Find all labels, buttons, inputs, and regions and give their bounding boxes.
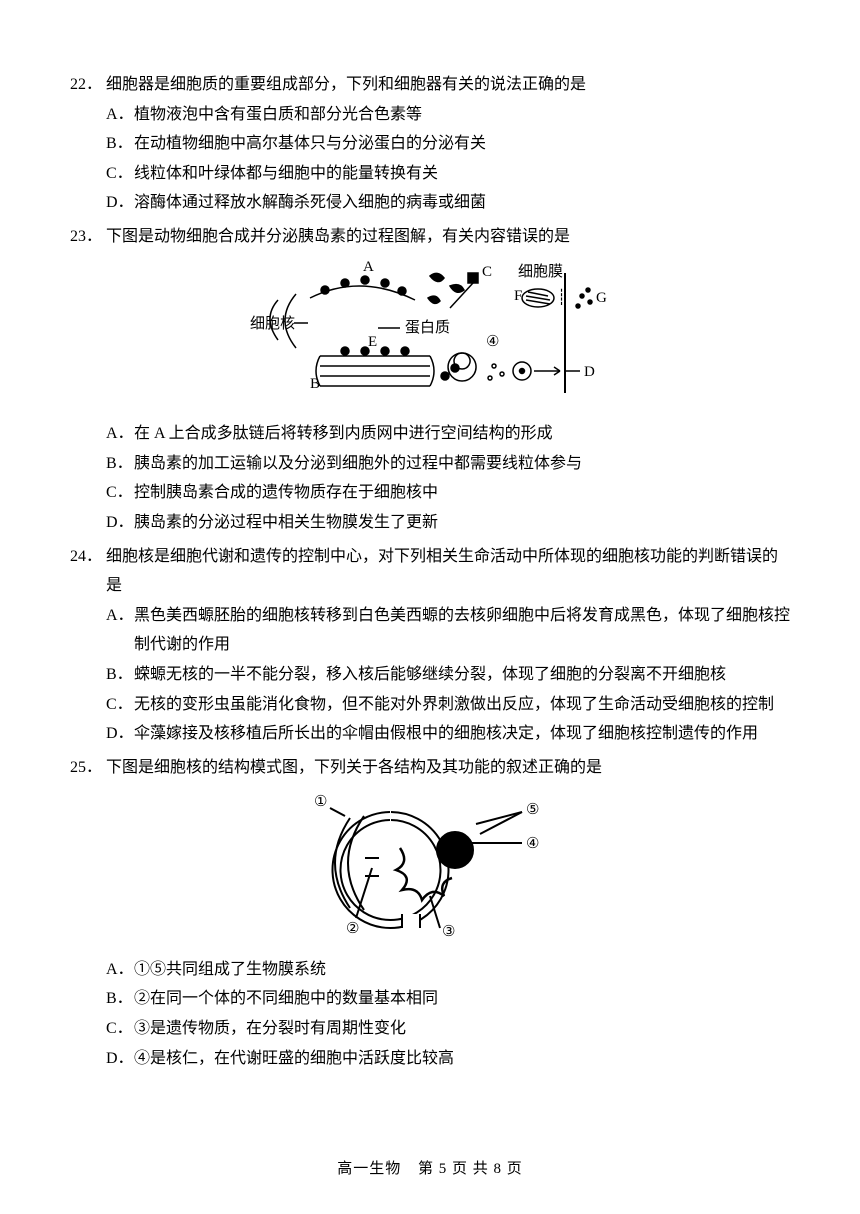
footer-subject: 高一生物 (337, 1161, 401, 1177)
svg-text:④: ④ (526, 836, 539, 852)
q25-option-c: C．③是遗传物质，在分裂时有周期性变化 (106, 1014, 790, 1044)
q22-text: 细胞器是细胞质的重要组成部分，下列和细胞器有关的说法正确的是 (106, 70, 790, 100)
q23-diagram: A B C D E F G 细胞核 蛋白质 细胞膜 ④ ┊ (70, 258, 790, 414)
q24-option-a: A．黑色美西螈胚胎的细胞核转移到白色美西螈的去核卵细胞中后将发育成黑色，体现了细… (106, 601, 790, 660)
svg-text:A: A (363, 259, 374, 275)
nucleus-structure-diagram-icon: ① ② ③ ④ ⑤ (290, 788, 570, 938)
svg-text:③: ③ (442, 924, 455, 938)
q23-option-d: D．胰岛素的分泌过程中相关生物膜发生了更新 (106, 508, 790, 538)
q25-option-d: D．④是核仁，在代谢旺盛的细胞中活跃度比较高 (106, 1044, 790, 1074)
q22-number: 22． (70, 70, 106, 100)
svg-text:细胞核: 细胞核 (250, 315, 295, 332)
q22-option-a: A．植物液泡中含有蛋白质和部分光合色素等 (106, 100, 790, 130)
q25-option-b: B．②在同一个体的不同细胞中的数量基本相同 (106, 984, 790, 1014)
svg-text:④: ④ (486, 334, 499, 350)
svg-text:E: E (368, 334, 377, 350)
q23-option-a: A．在 A 上合成多肽链后将转移到内质网中进行空间结构的形成 (106, 419, 790, 449)
q25-text: 下图是细胞核的结构模式图，下列关于各结构及其功能的叙述正确的是 (106, 753, 790, 783)
q23-options: A．在 A 上合成多肽链后将转移到内质网中进行空间结构的形成 B．胰岛素的加工运… (70, 419, 790, 537)
q23-number: 23． (70, 222, 106, 252)
question-25: 25． 下图是细胞核的结构模式图，下列关于各结构及其功能的叙述正确的是 (70, 753, 790, 1074)
q22-options: A．植物液泡中含有蛋白质和部分光合色素等 B．在动植物细胞中高尔基体只与分泌蛋白… (70, 100, 790, 218)
q22-option-c: C．线粒体和叶绿体都与细胞中的能量转换有关 (106, 159, 790, 189)
svg-text:B: B (310, 376, 320, 392)
q23-stem: 23． 下图是动物细胞合成并分泌胰岛素的过程图解，有关内容错误的是 (70, 222, 790, 252)
footer-page-current: 5 (439, 1161, 448, 1177)
q23-option-b: B．胰岛素的加工运输以及分泌到细胞外的过程中都需要线粒体参与 (106, 449, 790, 479)
svg-text:②: ② (346, 921, 359, 937)
svg-text:①: ① (314, 794, 327, 810)
q24-options: A．黑色美西螈胚胎的细胞核转移到白色美西螈的去核卵细胞中后将发育成黑色，体现了细… (70, 601, 790, 749)
svg-text:细胞膜: 细胞膜 (518, 263, 563, 280)
q22-option-d: D．溶酶体通过释放水解酶杀死侵入细胞的病毒或细菌 (106, 188, 790, 218)
page-footer: 高一生物 第 5 页 共 8 页 (0, 1156, 860, 1184)
q25-option-a: A．①⑤共同组成了生物膜系统 (106, 955, 790, 985)
q25-number: 25． (70, 753, 106, 783)
q24-text: 细胞核是细胞代谢和遗传的控制中心，对下列相关生命活动中所体现的细胞核功能的判断错… (106, 542, 790, 601)
q25-stem: 25． 下图是细胞核的结构模式图，下列关于各结构及其功能的叙述正确的是 (70, 753, 790, 783)
footer-page-total: 8 (494, 1161, 503, 1177)
svg-text:G: G (596, 290, 607, 306)
q25-diagram: ① ② ③ ④ ⑤ (70, 788, 790, 949)
q22-stem: 22． 细胞器是细胞质的重要组成部分，下列和细胞器有关的说法正确的是 (70, 70, 790, 100)
q23-text: 下图是动物细胞合成并分泌胰岛素的过程图解，有关内容错误的是 (106, 222, 790, 252)
q23-option-c: C．控制胰岛素合成的遗传物质存在于细胞核中 (106, 478, 790, 508)
q24-option-d: D．伞藻嫁接及核移植后所长出的伞帽由假根中的细胞核决定，体现了细胞核控制遗传的作… (106, 719, 790, 749)
svg-text:蛋白质: 蛋白质 (405, 319, 450, 336)
svg-text:D: D (584, 364, 595, 380)
question-22: 22． 细胞器是细胞质的重要组成部分，下列和细胞器有关的说法正确的是 A．植物液… (70, 70, 790, 218)
q24-option-c: C．无核的变形虫虽能消化食物，但不能对外界刺激做出反应，体现了生命活动受细胞核的… (106, 690, 790, 720)
svg-text:F: F (514, 288, 522, 304)
svg-text:C: C (482, 264, 492, 280)
insulin-secretion-diagram-icon: A B C D E F G 细胞核 蛋白质 细胞膜 ④ ┊ (250, 258, 610, 403)
q22-option-b: B．在动植物细胞中高尔基体只与分泌蛋白的分泌有关 (106, 129, 790, 159)
q24-number: 24． (70, 542, 106, 601)
q24-stem: 24． 细胞核是细胞代谢和遗传的控制中心，对下列相关生命活动中所体现的细胞核功能… (70, 542, 790, 601)
question-23: 23． 下图是动物细胞合成并分泌胰岛素的过程图解，有关内容错误的是 (70, 222, 790, 538)
svg-text:⑤: ⑤ (526, 802, 539, 818)
q25-options: A．①⑤共同组成了生物膜系统 B．②在同一个体的不同细胞中的数量基本相同 C．③… (70, 955, 790, 1073)
svg-text:┊: ┊ (557, 288, 566, 306)
question-24: 24． 细胞核是细胞代谢和遗传的控制中心，对下列相关生命活动中所体现的细胞核功能… (70, 542, 790, 749)
q24-option-b: B．蝾螈无核的一半不能分裂，移入核后能够继续分裂，体现了细胞的分裂离不开细胞核 (106, 660, 790, 690)
